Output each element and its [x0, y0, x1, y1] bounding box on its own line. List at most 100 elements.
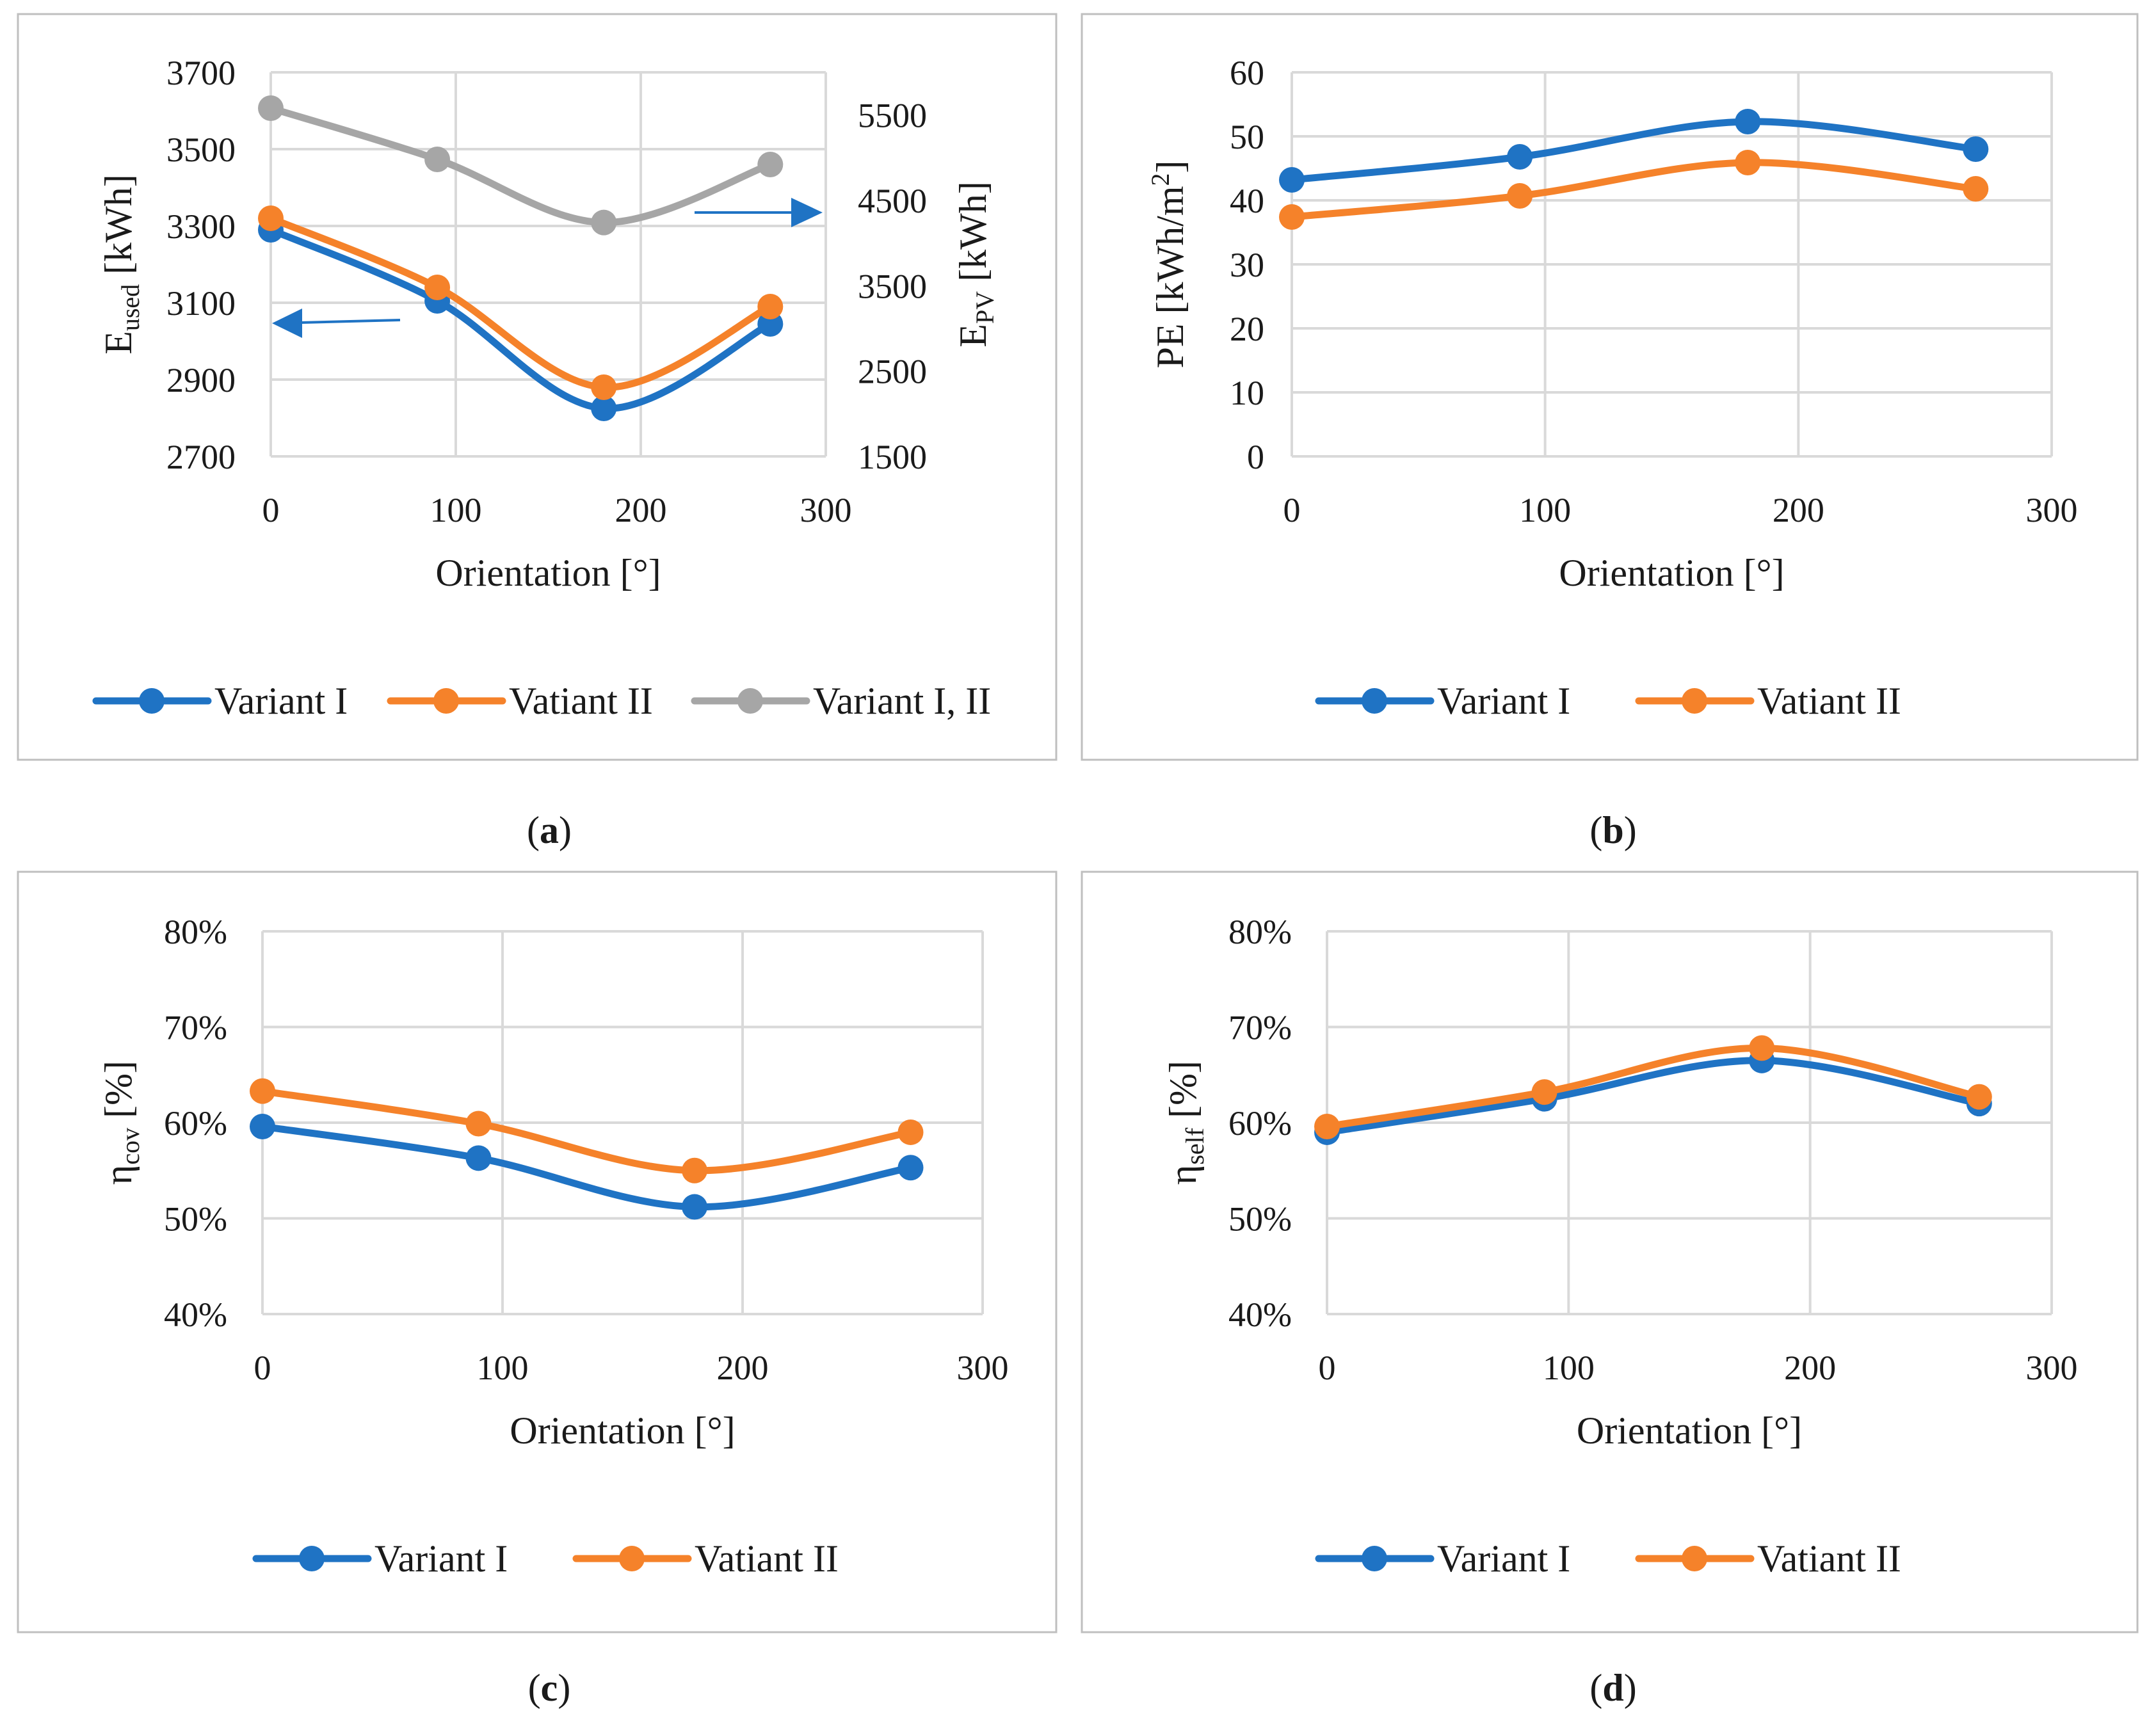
panel-caption: (c): [528, 1667, 571, 1709]
data-point: [250, 1113, 275, 1139]
y-axis-label-main: η: [1162, 1165, 1204, 1185]
legend-label: Vatiant II: [509, 680, 653, 722]
data-point: [1963, 136, 1989, 162]
legend-item: Vatiant II: [1635, 1537, 1901, 1580]
series-line: [1323, 1044, 1983, 1130]
series-line: [267, 214, 774, 391]
legend-item: Vatiant II: [572, 1537, 839, 1580]
series-line: [259, 1123, 914, 1211]
caption-close: ): [558, 1667, 570, 1709]
series-variant_ii: [1314, 1035, 1992, 1139]
x-tick-label: 200: [1784, 1349, 1836, 1387]
legend-label: Variant I, II: [813, 680, 991, 722]
caption-close: ): [1624, 809, 1637, 851]
y-axis-label-sup: 2: [1146, 173, 1175, 186]
data-point: [1507, 183, 1533, 209]
x-tick-label: 300: [957, 1349, 1009, 1387]
y-tick-label: 40: [1230, 182, 1264, 220]
y-tick-label: 50: [1230, 118, 1264, 156]
data-point: [757, 294, 784, 319]
y-tick-label: 50%: [1228, 1200, 1292, 1239]
y-axis-label-main: E: [97, 331, 140, 355]
legend-swatch-marker: [619, 1546, 645, 1571]
y-axis-label-sub: used: [116, 284, 145, 331]
y-tick-label: 2900: [166, 361, 236, 399]
data-point: [1963, 176, 1989, 202]
series-variant_ii: [250, 1078, 924, 1183]
data-point: [1966, 1084, 1992, 1110]
y2-axis-label-unit: [kWh]: [952, 181, 994, 291]
gridlines: [270, 71, 827, 458]
data-point: [1507, 144, 1533, 170]
y-axis-label-main: PE [kWh/m: [1149, 186, 1191, 369]
y-tick-label: 70%: [164, 1009, 227, 1047]
legend-swatch-marker: [1682, 688, 1707, 714]
x-axis-label: Orientation [°]: [435, 552, 661, 594]
y-axis-label-unit: [kWh]: [97, 174, 140, 284]
series-line: [267, 104, 774, 227]
data-point: [465, 1145, 492, 1171]
legend-swatch-marker: [139, 688, 165, 714]
gridlines: [261, 930, 984, 1315]
y-tick-label: 20: [1230, 310, 1264, 348]
x-tick-label: 100: [1519, 491, 1571, 529]
y-tick-label: 40%: [1228, 1296, 1292, 1334]
arrow-left-head: [272, 309, 302, 338]
y2-axis-label: EPV [kWh]: [952, 181, 999, 347]
legend-label: Vatiant II: [1757, 680, 1901, 722]
x-tick-label: 0: [1283, 491, 1301, 529]
legend-swatch-marker: [1362, 688, 1387, 714]
y-axis-label: ηself [%]: [1162, 1061, 1209, 1185]
y-axis-label: ηcov [%]: [97, 1061, 145, 1185]
y2-axis-label-sub: PV: [970, 291, 999, 324]
x-axis-label: Orientation [°]: [1577, 1409, 1802, 1452]
y-tick-label: 60%: [164, 1104, 227, 1143]
x-axis-label: Orientation [°]: [1559, 552, 1784, 594]
legend-item: Variant I: [92, 680, 348, 722]
y2-tick-label: 3500: [858, 267, 927, 305]
data-point: [897, 1119, 924, 1145]
series-variant_i: [250, 1113, 924, 1220]
y-axis-label-sub: self: [1180, 1127, 1209, 1164]
caption-letter: b: [1602, 809, 1623, 851]
data-point: [897, 1155, 924, 1181]
y-axis-label: Eused [kWh]: [97, 174, 145, 355]
panel-caption: (d): [1589, 1667, 1636, 1709]
data-point: [1735, 109, 1761, 134]
x-tick-label: 100: [477, 1349, 529, 1387]
legend-item: Vatiant II: [387, 680, 653, 722]
data-point: [258, 95, 284, 121]
legend-swatch-marker: [737, 688, 763, 714]
data-point: [1749, 1035, 1775, 1061]
y2-tick-label: 1500: [858, 438, 927, 476]
x-tick-label: 200: [717, 1349, 769, 1387]
y-axis-label-main: η: [97, 1165, 140, 1185]
legend-label: Variant I: [1437, 680, 1570, 722]
caption-open: (: [527, 809, 540, 851]
x-tick-label: 300: [2026, 491, 2078, 529]
caption-open: (: [528, 1667, 541, 1709]
y2-axis-label-main: E: [952, 324, 994, 348]
legend-label: Vatiant II: [1757, 1537, 1901, 1580]
legend-item: Variant I: [1315, 1537, 1570, 1580]
legend-item: Variant I: [1315, 680, 1570, 722]
data-point: [591, 374, 617, 400]
data-point: [250, 1078, 275, 1104]
y-tick-label: 0: [1247, 438, 1264, 476]
y-axis-label: PE [kWh/m2]: [1146, 161, 1191, 369]
caption-close: ): [1624, 1667, 1637, 1709]
chart-panel-c: 40% 50% 60% 70% 80% 0 100 200 300 Orientation [°]…: [17, 871, 1058, 1709]
x-tick-label: 300: [2026, 1349, 2078, 1387]
x-tick-label: 300: [800, 491, 852, 529]
x-tick-label: 200: [615, 491, 667, 529]
y-tick-label: 10: [1230, 374, 1264, 412]
legend-label: Variant I: [374, 1537, 508, 1580]
legend-swatch-marker: [1362, 1546, 1387, 1571]
caption-letter: a: [540, 809, 559, 851]
x-tick-label: 0: [262, 491, 280, 529]
legend-label: Variant I: [214, 680, 348, 722]
y-tick-label: 3500: [166, 131, 236, 169]
data-point: [591, 396, 617, 421]
panel-caption: (a): [527, 809, 572, 851]
x-tick-label: 100: [1543, 1349, 1595, 1387]
